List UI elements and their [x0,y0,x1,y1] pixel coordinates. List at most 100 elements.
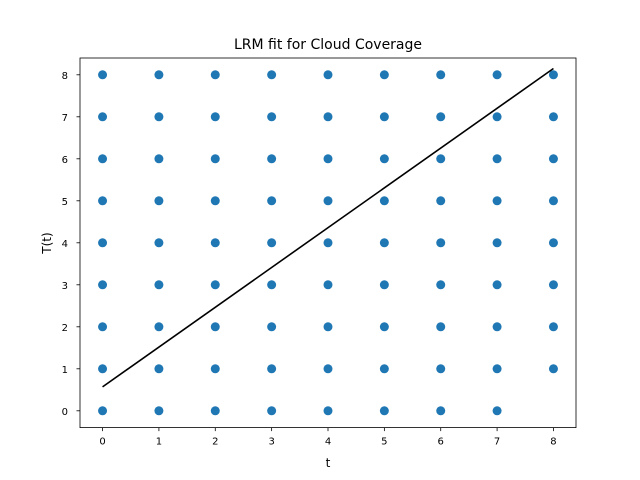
y-tick-label: 2 [62,323,68,334]
scatter-point [267,322,277,332]
scatter-point [154,196,164,206]
scatter-point [379,406,389,416]
x-tick-label: 6 [438,437,444,448]
scatter-point [492,238,502,248]
scatter-point [98,322,108,332]
scatter-point [436,322,446,332]
scatter-point [323,280,333,290]
scatter-point [98,364,108,374]
scatter-point [98,238,108,248]
scatter-point [323,196,333,206]
x-axis-label: t [326,456,331,470]
fit-line [102,67,554,388]
scatter-point [492,112,502,122]
scatter-point [492,364,502,374]
scatter-point [323,406,333,416]
scatter-point [379,112,389,122]
scatter-point [267,196,277,206]
y-axis-label: T(t) [40,232,54,254]
scatter-point [267,112,277,122]
scatter-point [492,280,502,290]
scatter-point [323,112,333,122]
scatter-point [210,364,220,374]
x-tick-label: 0 [99,437,105,448]
x-tick-label: 2 [212,437,218,448]
scatter-point [436,238,446,248]
scatter-point [548,112,558,122]
scatter-point [323,70,333,80]
scatter-point [379,196,389,206]
scatter-point [379,364,389,374]
y-tick-label: 6 [62,155,68,166]
scatter-point [436,406,446,416]
scatter-point [379,280,389,290]
scatter-point [210,70,220,80]
scatter-point [154,364,164,374]
x-tick-label: 4 [325,437,331,448]
scatter-point [436,364,446,374]
scatter-point [323,154,333,164]
scatter-point [154,154,164,164]
scatter-point [267,238,277,248]
y-tick-label: 0 [62,407,68,418]
scatter-point [210,322,220,332]
scatter-point [436,196,446,206]
scatter-point [210,196,220,206]
y-tick-label: 7 [62,113,68,124]
scatter-point [548,238,558,248]
y-tick-label: 8 [62,71,68,82]
scatter-point [210,280,220,290]
scatter-point [98,196,108,206]
scatter-point [548,322,558,332]
scatter-point [98,406,108,416]
y-tick-label: 4 [62,239,68,250]
scatter-point [323,322,333,332]
scatter-point [323,364,333,374]
x-tick-label: 1 [156,437,162,448]
scatter-point [98,280,108,290]
scatter-point [267,364,277,374]
plot-marks [98,67,558,416]
scatter-point [492,70,502,80]
scatter-point [323,238,333,248]
scatter-point [548,196,558,206]
scatter-point [379,322,389,332]
scatter-point [492,406,502,416]
x-tick-label: 5 [381,437,387,448]
scatter-point [154,238,164,248]
x-tick-label: 3 [268,437,274,448]
x-tick-label: 7 [494,437,500,448]
scatter-point [436,112,446,122]
scatter-point [548,70,558,80]
scatter-point [154,112,164,122]
scatter-point [154,280,164,290]
scatter-point [154,406,164,416]
scatter-point [492,154,502,164]
scatter-point [492,196,502,206]
chart-title: LRM fit for Cloud Coverage [234,37,422,53]
y-axis-ticks: 0 1 2 3 4 5 6 7 8 [62,71,80,418]
x-tick-label: 8 [550,437,556,448]
scatter-point [379,238,389,248]
scatter-point [436,70,446,80]
scatter-point [548,364,558,374]
y-tick-label: 5 [62,197,68,208]
scatter-point [436,154,446,164]
x-axis-ticks: 0 1 2 3 4 5 6 7 8 [99,427,557,448]
scatter-point [154,70,164,80]
scatter-point [210,154,220,164]
scatter-point [267,154,277,164]
scatter-point [436,280,446,290]
scatter-point [210,112,220,122]
scatter-point [379,154,389,164]
scatter-point [548,154,558,164]
scatter-point [492,322,502,332]
scatter-point [210,406,220,416]
scatter-point [154,322,164,332]
scatter-point [548,280,558,290]
y-tick-label: 3 [62,281,68,292]
scatter-point [98,112,108,122]
scatter-point [267,406,277,416]
